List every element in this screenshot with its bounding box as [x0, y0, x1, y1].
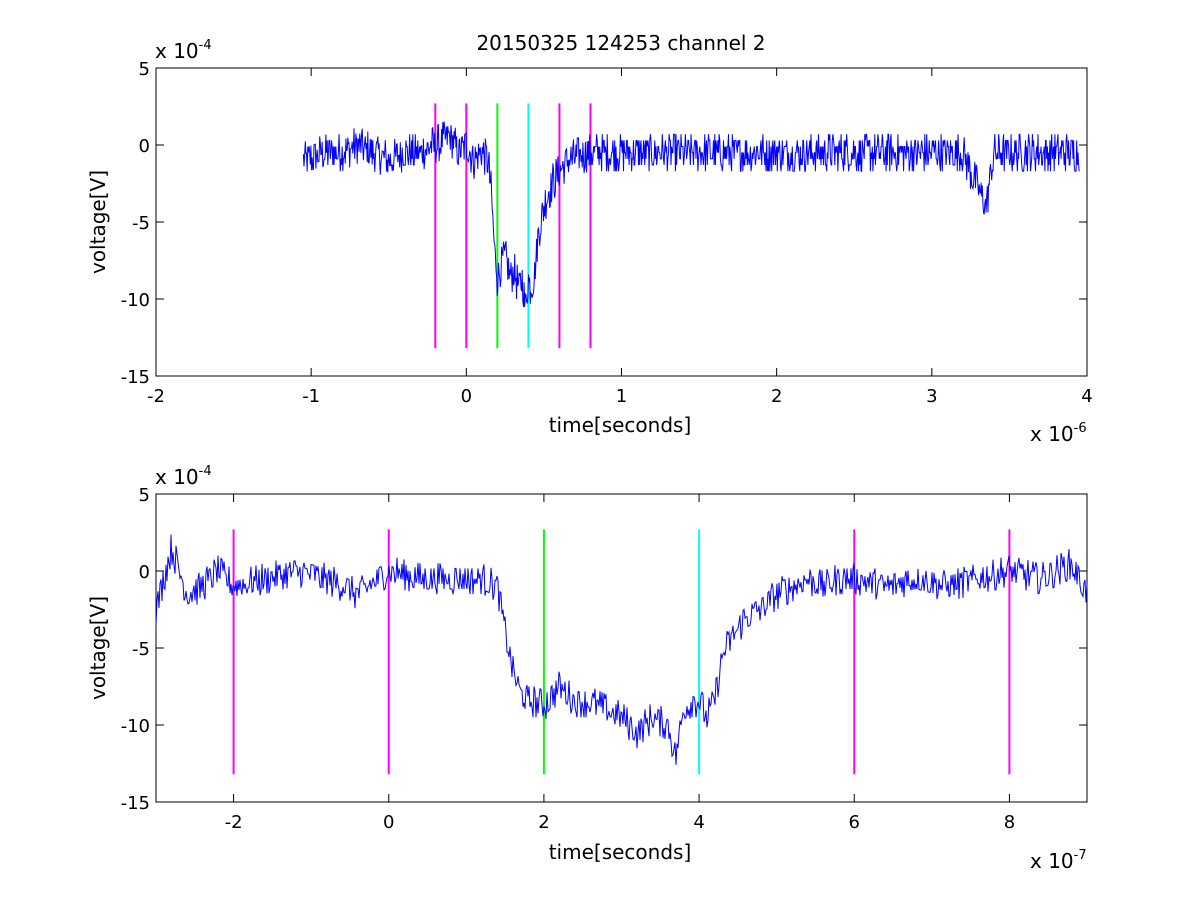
bottom-y-tick-label: 5: [139, 485, 150, 506]
top-x-axis-label: time[seconds]: [549, 413, 692, 437]
top-x-tick-label: -1: [302, 386, 320, 407]
top-y-multiplier-base: x 10: [155, 39, 199, 63]
top-x-multiplier-base: x 10: [1030, 422, 1074, 446]
top-x-tick-label: 2: [771, 386, 782, 407]
top-x-tick-label: 4: [1081, 386, 1092, 407]
bottom-y-tick-label: -5: [132, 639, 150, 660]
top-y-tick-label: 5: [139, 59, 150, 80]
top-x-tick-label: 0: [461, 386, 472, 407]
bottom-x-tick-label: 2: [538, 812, 549, 833]
top-plot-box: [155, 67, 1088, 377]
bottom-plot: -2 0 2 4 6 8 5 0 -5 -10 -15 time[seconds] voltage[…: [86, 464, 1088, 873]
top-y-multiplier: x 10-4: [155, 38, 212, 63]
bottom-x-multiplier-base: x 10: [1030, 849, 1074, 873]
bottom-y-axis-label: voltage[V]: [86, 596, 110, 700]
top-x-multiplier: x 10-6: [1030, 421, 1087, 446]
top-ticks: -2 -1 0 1 2 3 450-5-10-15: [121, 59, 1093, 407]
bottom-x-tick-label: 4: [693, 812, 704, 833]
bottom-x-tick-label: -2: [225, 812, 243, 833]
bottom-x-tick-label: 0: [383, 812, 394, 833]
top-x-tick-label: 1: [616, 386, 627, 407]
top-x-tick-label: 3: [926, 386, 937, 407]
bottom-x-multiplier-exponent: -7: [1074, 848, 1087, 863]
bottom-x-axis-label: time[seconds]: [549, 840, 692, 864]
top-y-tick-label: -10: [121, 290, 150, 311]
top-signal-line: [302, 121, 1080, 308]
bottom-x-multiplier: x 10-7: [1030, 848, 1087, 873]
bottom-y-multiplier: x 10-4: [155, 464, 212, 489]
bottom-ticks: -2 0 2 4 6 8 5 0 -5 -10 -15: [121, 485, 1087, 833]
top-x-multiplier-exponent: -6: [1074, 421, 1087, 436]
top-y-axis-label: voltage[V]: [86, 170, 110, 274]
bottom-signal-line: [155, 534, 1088, 765]
top-y-multiplier-exponent: -4: [199, 38, 212, 53]
bottom-y-multiplier-base: x 10: [155, 465, 199, 489]
top-plot-title: 20150325 124253 channel 2: [476, 31, 765, 55]
bottom-y-tick-label: -15: [121, 793, 150, 814]
bottom-y-tick-label: -10: [121, 716, 150, 737]
top-y-tick-label: 0: [139, 136, 150, 157]
bottom-y-tick-label: 0: [139, 562, 150, 583]
top-y-tick-label: -5: [132, 213, 150, 234]
top-plot: -2 -1 0 1 2 3 450-5-10-15 20150325 124253 chan…: [86, 31, 1093, 446]
bottom-y-multiplier-exponent: -4: [199, 464, 212, 479]
top-y-tick-label: -15: [121, 367, 150, 388]
top-x-tick-label: -2: [147, 386, 165, 407]
bottom-x-tick-label: 6: [849, 812, 860, 833]
bottom-plot-box: [155, 493, 1088, 803]
bottom-x-tick-label: 8: [1004, 812, 1015, 833]
